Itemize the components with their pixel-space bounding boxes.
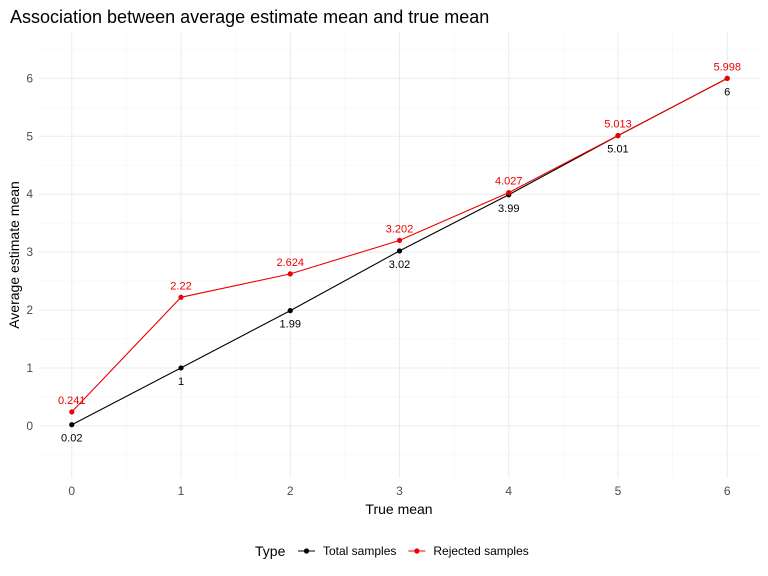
y-axis-title: Average estimate mean (6, 181, 22, 329)
legend: Type Total samples Rejected samples (255, 543, 529, 559)
y-tick-label: 0 (26, 419, 33, 433)
x-tick-label: 2 (287, 484, 294, 498)
data-point (396, 248, 403, 254)
data-label: 1 (178, 376, 184, 388)
data-point (178, 365, 184, 371)
data-point (615, 132, 621, 139)
data-label: 1.99 (280, 319, 301, 331)
data-point (724, 75, 730, 82)
data-label: 6 (724, 86, 730, 98)
series-layer (69, 75, 730, 428)
data-label: 3.02 (389, 259, 410, 271)
legend-items: Total samples Rejected samples (298, 544, 529, 558)
data-label: 3.99 (498, 203, 519, 215)
grid (39, 32, 760, 478)
chart-title: Association between average estimate mea… (10, 7, 489, 27)
x-tick-label: 1 (178, 484, 185, 498)
y-tick-label: 4 (26, 187, 33, 201)
x-tick-label: 6 (724, 484, 731, 498)
data-label: 4.027 (495, 176, 523, 188)
data-point (396, 237, 403, 244)
y-tick-label: 3 (26, 245, 33, 259)
x-axis-title: True mean (365, 501, 432, 517)
data-label: 3.202 (386, 223, 414, 235)
data-label: 0.02 (61, 433, 82, 445)
data-labels: 0.02 1 1.99 3.02 3.99 5.01 6 0.241 2.22 2.624 3.20… (58, 61, 741, 444)
x-tick-label: 4 (505, 484, 512, 498)
x-axis-ticks: 0 1 2 3 4 5 6 (68, 484, 730, 498)
data-point (69, 409, 75, 415)
data-label: 0.241 (58, 395, 86, 407)
y-tick-label: 1 (26, 361, 33, 375)
x-tick-label: 3 (396, 484, 403, 498)
data-label: 2.624 (276, 257, 304, 269)
data-label: 5.01 (607, 144, 628, 156)
legend-label: Rejected samples (433, 544, 528, 558)
data-point (287, 308, 293, 314)
data-point (69, 422, 75, 428)
y-axis-ticks: 0 1 2 3 4 5 6 (26, 71, 33, 433)
data-label: 2.22 (170, 280, 191, 292)
x-tick-label: 5 (615, 484, 622, 498)
data-point (178, 294, 184, 300)
data-label: 5.998 (713, 61, 741, 73)
data-point (506, 190, 512, 196)
y-tick-label: 2 (26, 303, 33, 317)
y-tick-label: 6 (26, 71, 33, 85)
legend-label: Total samples (323, 544, 396, 558)
data-label: 5.013 (604, 119, 632, 131)
y-tick-label: 5 (26, 129, 33, 143)
legend-key-point (303, 548, 310, 554)
legend-key-point (414, 548, 420, 554)
x-tick-label: 0 (68, 484, 75, 498)
data-point (287, 271, 293, 277)
legend-title: Type (255, 543, 286, 559)
